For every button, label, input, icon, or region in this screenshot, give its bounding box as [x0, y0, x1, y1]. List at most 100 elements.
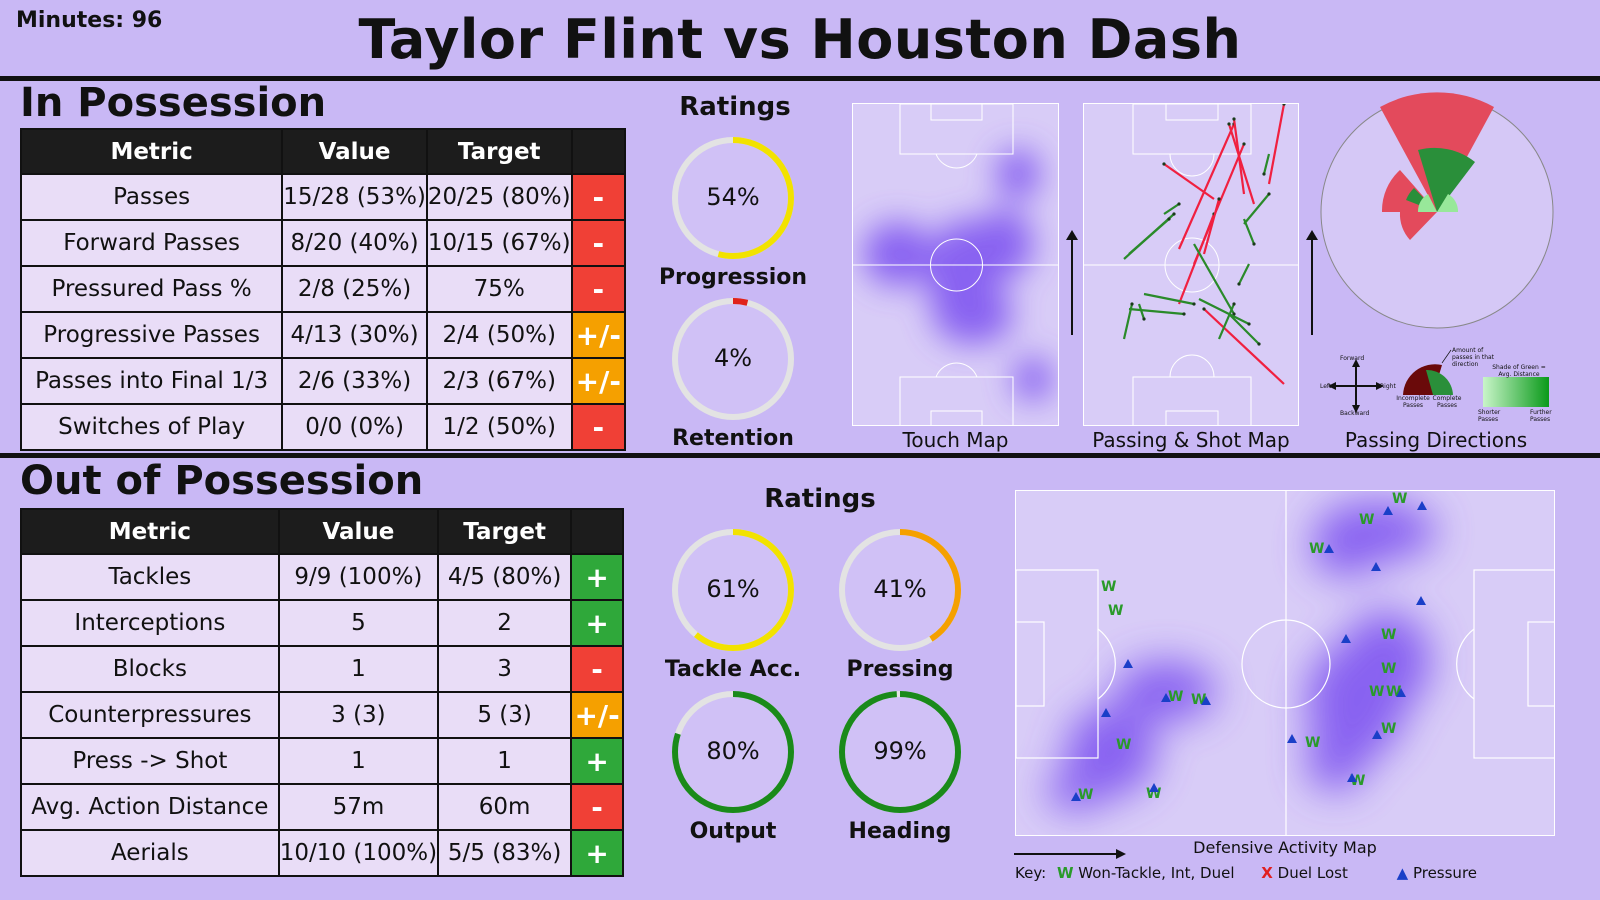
in-possession-table: Metric Value Target Passes 15/28 (53%) 20/… — [19, 128, 627, 451]
table-row: Pressured Pass % 2/8 (25%) 75% - — [19, 265, 627, 313]
table-row: Switches of Play 0/0 (0%) 1/2 (50%) - — [19, 403, 627, 451]
legend-left: Left — [1320, 383, 1332, 390]
rating-ring-fill — [839, 691, 961, 813]
rating-gauge: 54% Progression — [659, 133, 807, 290]
pass-end-dot — [1167, 217, 1171, 221]
metric-cell: Press -> Shot — [20, 737, 280, 785]
pass-line — [1122, 303, 1134, 340]
table-header-row: Metric Value Target — [19, 128, 627, 175]
passing-shot-map-svg — [1084, 104, 1298, 425]
target-cell: 2/3 (67%) — [425, 357, 573, 405]
pass-line — [1217, 303, 1236, 340]
pass-end-dot — [1177, 202, 1181, 206]
column-header: Value — [277, 508, 440, 555]
metric-cell: Blocks — [20, 645, 280, 693]
target-cell: 3 — [437, 645, 573, 693]
legend-backward: Backward — [1340, 410, 1370, 417]
value-cell: 9/9 (100%) — [277, 553, 440, 601]
legend-forward: Forward — [1340, 355, 1365, 362]
pass-end-dot — [1247, 322, 1251, 326]
status-badge: - — [570, 645, 624, 693]
legend-shorter: Shorter Passes — [1478, 409, 1501, 423]
pass-line — [1242, 218, 1256, 245]
pass-line — [1177, 123, 1236, 250]
pressure-marker-icon: ▲ — [1396, 864, 1409, 882]
target-cell: 5/5 (83%) — [437, 829, 573, 877]
pass-end-dot — [1162, 162, 1166, 166]
pressure-marker — [1383, 506, 1393, 515]
metric-cell: Avg. Action Distance — [20, 783, 280, 831]
rating-value: 4% — [713, 344, 753, 372]
legend-further: Further Passes — [1530, 409, 1552, 423]
metric-cell: Progressive Passes — [19, 311, 284, 359]
pass-end-dot — [1202, 307, 1206, 311]
metric-cell: Aerials — [20, 829, 280, 877]
rating-label: Heading — [848, 819, 952, 844]
pass-line — [1163, 203, 1180, 215]
pass-end-dot — [1282, 104, 1286, 106]
key-lost: Duel Lost — [1277, 864, 1348, 882]
minutes-played: Minutes: 96 — [16, 8, 163, 33]
value-cell: 10/10 (100%) — [277, 829, 440, 877]
pass-line — [1163, 163, 1215, 200]
touch-direction-arrow — [1066, 230, 1078, 335]
pressure-marker — [1347, 773, 1357, 782]
target-cell: 1/2 (50%) — [425, 403, 573, 451]
rating-ring — [672, 529, 794, 651]
status-badge: +/- — [570, 311, 627, 359]
rating-value: 99% — [873, 737, 927, 765]
table-row: Press -> Shot 1 1 + — [20, 737, 624, 785]
rating-label: Retention — [672, 426, 794, 451]
pass-line — [1243, 193, 1270, 225]
pass-line — [1193, 243, 1235, 315]
rating-ring — [672, 137, 794, 259]
target-cell: 20/25 (80%) — [425, 173, 573, 221]
pass-line — [1203, 308, 1285, 385]
legend-amount: Amount of passes in that direction — [1452, 347, 1495, 368]
pressure-marker — [1071, 792, 1081, 801]
value-cell: 3 (3) — [277, 691, 440, 739]
pass-end-dot — [1130, 302, 1134, 306]
column-header: Metric — [19, 128, 284, 175]
pass-end-dot — [1217, 197, 1221, 201]
status-badge: + — [570, 737, 624, 785]
status-badge: - — [570, 173, 627, 221]
pass-line — [1227, 123, 1256, 205]
pass-end-dot — [1232, 312, 1236, 316]
rating-gauge: 41% Pressing — [835, 525, 965, 682]
table-row: Passes 15/28 (53%) 20/25 (80%) - — [19, 173, 627, 221]
table-header-row: Metric Value Target — [20, 508, 624, 555]
rating-label: Progression — [658, 265, 808, 290]
passing-directions-caption: Passing Directions — [1344, 428, 1528, 452]
table-row: Counterpressures 3 (3) 5 (3) +/- — [20, 691, 624, 739]
won-action-marker: W — [1381, 661, 1396, 677]
table-row: Blocks 1 3- — [20, 645, 624, 693]
rating-gauge: 61% Tackle Acc. — [665, 525, 801, 682]
pass-line — [1137, 303, 1146, 320]
key-won: Won-Tackle, Int, Duel — [1078, 864, 1235, 882]
column-header — [570, 508, 624, 555]
defensive-map-title: Defensive Activity Map — [1193, 838, 1377, 857]
value-cell: 8/20 (40%) — [281, 219, 428, 267]
out-of-possession-table: Metric Value Target Tackles 9/9 (100%) 4/5… — [20, 508, 624, 877]
pressure-marker — [1201, 696, 1211, 705]
pass-line — [1267, 104, 1286, 185]
pass-end-dot — [1237, 282, 1241, 286]
won-action-marker: W — [1101, 579, 1116, 595]
rating-ring — [672, 298, 794, 420]
pass-end-dot — [1262, 172, 1266, 176]
pass-line — [1143, 292, 1195, 306]
status-badge: + — [570, 599, 624, 647]
status-badge: - — [570, 783, 624, 831]
page-title: Taylor Flint vs Houston Dash — [358, 8, 1242, 71]
pressure-marker — [1101, 708, 1111, 717]
metric-cell: Pressured Pass % — [19, 265, 284, 313]
target-cell: 4/5 (80%) — [437, 553, 573, 601]
metric-cell: Forward Passes — [19, 219, 284, 267]
won-action-marker: W — [1381, 627, 1396, 643]
won-action-marker: W — [1168, 689, 1183, 705]
table-row: Interceptions 5 2 + — [20, 599, 624, 647]
pass-end-dot — [1232, 117, 1236, 121]
rating-label: Tackle Acc. — [664, 657, 802, 682]
won-action-marker: W — [1305, 735, 1320, 751]
